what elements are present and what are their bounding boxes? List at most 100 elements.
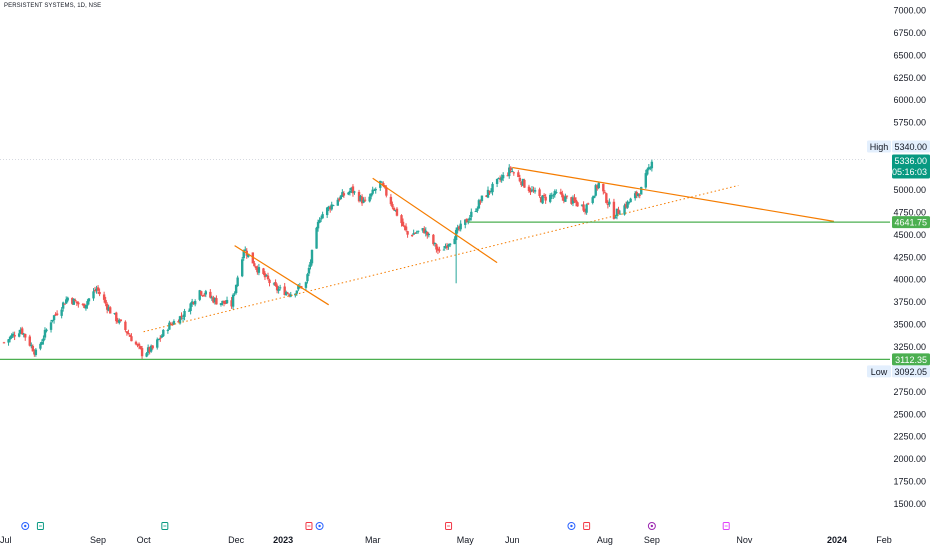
candle-body [336,199,339,206]
event-marker-e [315,522,324,530]
last-price-value: 5336.00 [894,156,927,166]
candle-body [608,201,611,205]
trendline [372,177,498,264]
candle-body [125,331,129,334]
candle-body [360,196,364,204]
candle-body [17,333,21,337]
candle-body [177,321,180,323]
candle-body [272,283,276,285]
candle-body [459,223,462,230]
candle-body [447,244,450,247]
candle-body [257,267,261,273]
candle-body [565,195,569,197]
candle-body [136,344,139,346]
candle-body [187,310,191,312]
candle-body [61,302,65,309]
candle-body [417,230,420,232]
candle-body [33,351,36,355]
candle-body [115,312,118,322]
candle-body [43,329,47,338]
candle-body [423,228,426,234]
candle-body [192,302,195,304]
candle-body [283,286,286,296]
candle-body [49,322,53,330]
earnings-icon [21,522,30,530]
time-tick-label: Mar [365,535,381,545]
candle-body [576,202,579,207]
candle-body [635,192,638,196]
price-tick-label: 2250.00 [893,432,926,442]
candle-body [498,178,502,180]
price-tick-label: 6500.00 [893,50,926,60]
candle-body [30,345,33,347]
candle-body [55,313,59,315]
candle-body [357,191,361,202]
price-tick-label: 6000.00 [893,95,926,105]
candle-body [166,329,170,331]
candle-body [517,172,520,178]
price-tick-label: 4000.00 [893,275,926,285]
high-badge-bg [867,140,891,153]
candle-body [544,196,547,201]
candle-body [137,343,141,346]
candle-body [286,292,289,294]
candle-body [470,211,473,218]
candle-body [476,208,479,211]
candle-body [128,334,132,337]
candle-body [647,167,651,170]
candle-body [268,279,271,284]
earnings-icon [567,522,576,530]
candle-body [489,191,493,193]
candle-body [40,341,44,345]
candle-body [219,303,223,306]
split-icon [722,522,730,530]
candle-body [512,172,515,174]
candle-body [374,189,377,191]
candle-body [521,179,525,186]
candle-body [453,238,456,245]
price-tick-label: 2750.00 [893,387,926,397]
candle-body [190,301,194,305]
candle-body [606,203,610,206]
candle-body [213,297,217,302]
candle-body [159,337,162,339]
candle-body [464,219,467,225]
time-axis[interactable]: Jul Sep Oct Dec 2023 Mar May Jun Aug Sep Nov 2024 Fe… [0,535,892,545]
event-markers [21,522,730,530]
candle-body [31,345,35,352]
event-marker-s [583,522,591,530]
candle-body [474,211,478,213]
candle-body [509,167,512,171]
candle-body [373,190,376,192]
candle-body [247,253,250,258]
candle-body [486,189,490,198]
candle-body [538,189,541,197]
candle-body [277,289,280,291]
candle-body [571,197,575,204]
candle-body [242,250,245,259]
candle-body [156,339,159,348]
candle-body [325,207,329,216]
event-marker-s [305,522,313,530]
candle-body [109,307,112,314]
time-tick-label: 2024 [827,535,847,545]
candle-body [10,335,13,339]
candle-body [650,161,654,169]
candle-body [413,232,417,234]
candle-body [2,342,6,344]
candle-body [209,291,212,298]
candle-body [350,187,353,191]
price-tick-label: 3500.00 [893,320,926,330]
candle-body [586,203,590,205]
candle-body [160,335,163,338]
price-tick-label: 4750.00 [893,207,926,217]
event-marker-e [647,522,656,530]
candle-body [244,249,247,251]
price-axis[interactable]: 7000.00 6750.00 6500.00 6250.00 6000.00 5750.… [867,5,930,509]
low-value: 3092.05 [894,367,927,377]
candle-body [189,303,192,312]
price-tick-label: 7000.00 [893,5,926,15]
candle-body [605,193,608,203]
candle-body [307,267,311,274]
